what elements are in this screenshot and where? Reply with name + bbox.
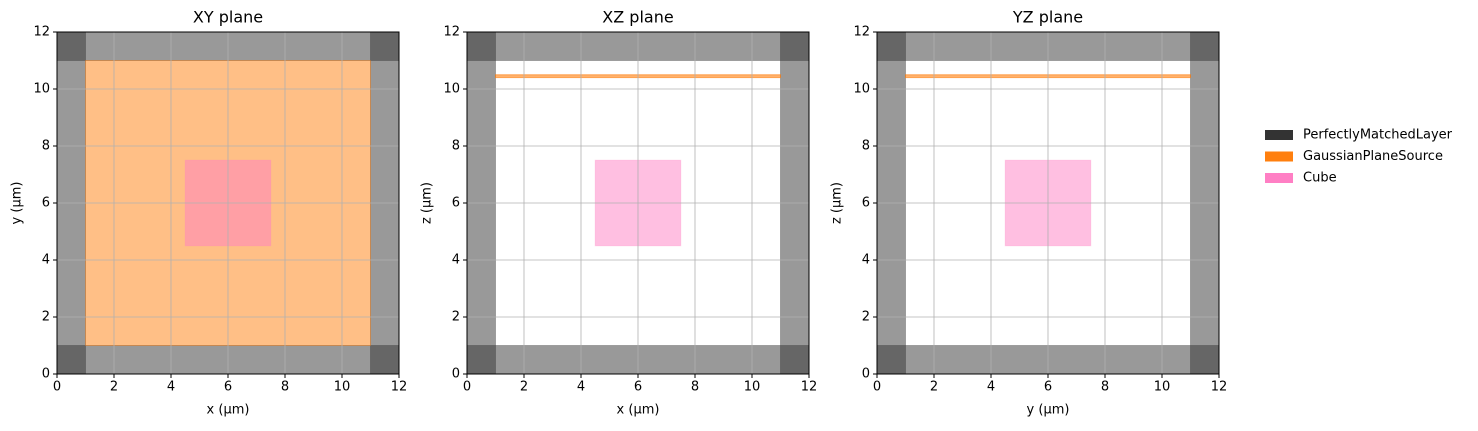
y-tick-label: 12 bbox=[443, 25, 460, 40]
x-tick-label: 12 bbox=[801, 380, 818, 395]
x-tick-label: 4 bbox=[167, 380, 175, 395]
x-tick-label: 12 bbox=[391, 380, 408, 395]
x-tick-label: 2 bbox=[930, 380, 938, 395]
x-tick-label: 6 bbox=[224, 380, 232, 395]
axes-frame bbox=[56, 31, 400, 375]
x-tick-label: 8 bbox=[691, 380, 699, 395]
chart-title: XZ plane bbox=[602, 8, 673, 27]
x-axis-label: x (µm) bbox=[617, 403, 660, 418]
y-tick-label: 12 bbox=[33, 25, 50, 40]
y-tick-label: 0 bbox=[452, 367, 460, 382]
x-axis-label: y (µm) bbox=[1027, 403, 1070, 418]
y-tick-label: 10 bbox=[853, 82, 870, 97]
chart-title: XY plane bbox=[193, 8, 263, 27]
legend-swatch bbox=[1265, 151, 1293, 162]
y-tick-label: 2 bbox=[862, 310, 870, 325]
y-tick-label: 8 bbox=[862, 139, 870, 154]
y-axis-label: z (µm) bbox=[830, 182, 845, 224]
legend-label: PerfectlyMatchedLayer bbox=[1303, 128, 1453, 143]
x-tick-label: 4 bbox=[987, 380, 995, 395]
legend-swatch bbox=[1265, 173, 1293, 183]
axes-frame bbox=[876, 31, 1220, 375]
x-tick-label: 4 bbox=[577, 380, 585, 395]
x-tick-label: 2 bbox=[520, 380, 528, 395]
y-tick-label: 4 bbox=[42, 253, 50, 268]
y-tick-label: 6 bbox=[452, 196, 460, 211]
y-tick-label: 0 bbox=[42, 367, 50, 382]
y-tick-label: 10 bbox=[33, 82, 50, 97]
y-axis-label: z (µm) bbox=[420, 182, 435, 224]
legend-label: Cube bbox=[1303, 171, 1337, 186]
y-tick-label: 2 bbox=[42, 310, 50, 325]
y-tick-label: 0 bbox=[862, 367, 870, 382]
x-tick-label: 10 bbox=[744, 380, 761, 395]
y-tick-label: 8 bbox=[42, 139, 50, 154]
x-tick-label: 6 bbox=[1044, 380, 1052, 395]
y-tick-label: 12 bbox=[853, 25, 870, 40]
y-tick-label: 4 bbox=[452, 253, 460, 268]
x-tick-label: 0 bbox=[53, 380, 61, 395]
x-tick-label: 8 bbox=[1101, 380, 1109, 395]
y-tick-label: 10 bbox=[443, 82, 460, 97]
x-tick-label: 10 bbox=[334, 380, 351, 395]
legend-label: GaussianPlaneSource bbox=[1303, 149, 1443, 164]
x-tick-label: 12 bbox=[1211, 380, 1228, 395]
y-tick-label: 6 bbox=[42, 196, 50, 211]
y-tick-label: 2 bbox=[452, 310, 460, 325]
x-tick-label: 10 bbox=[1154, 380, 1171, 395]
y-axis-label: y (µm) bbox=[10, 182, 25, 225]
chart-title: YZ plane bbox=[1012, 8, 1083, 27]
x-tick-label: 0 bbox=[463, 380, 471, 395]
y-tick-label: 6 bbox=[862, 196, 870, 211]
x-tick-label: 0 bbox=[873, 380, 881, 395]
legend-swatch bbox=[1265, 130, 1293, 140]
y-tick-label: 4 bbox=[862, 253, 870, 268]
x-tick-label: 6 bbox=[634, 380, 642, 395]
axes-frame bbox=[466, 31, 810, 375]
x-tick-label: 2 bbox=[110, 380, 118, 395]
x-tick-label: 8 bbox=[281, 380, 289, 395]
y-tick-label: 8 bbox=[452, 139, 460, 154]
x-axis-label: x (µm) bbox=[207, 403, 250, 418]
